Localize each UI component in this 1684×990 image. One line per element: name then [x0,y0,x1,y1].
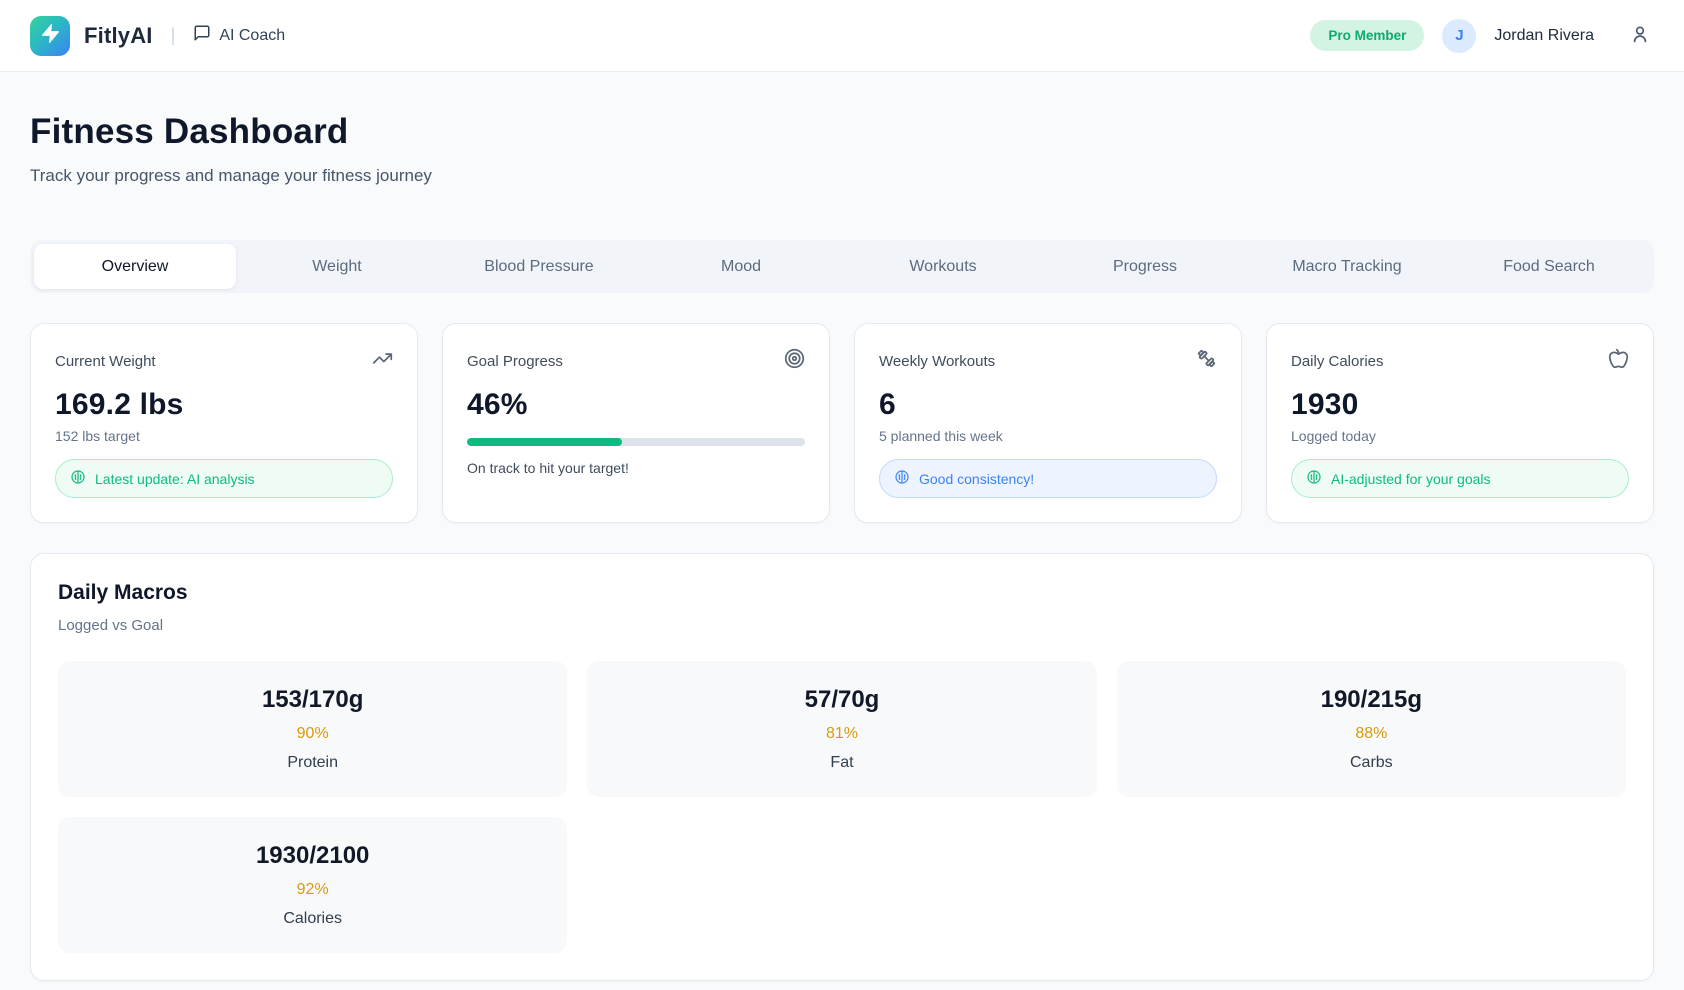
ai-coach-link[interactable]: AI Coach [193,24,285,47]
macro-value: 153/170g [261,686,364,713]
tab-blood-pressure[interactable]: Blood Pressure [438,244,640,289]
brain-icon [70,469,86,488]
ai-badge-text: AI-adjusted for your goals [1331,470,1491,487]
page-subtitle: Track your progress and manage your fitn… [30,166,432,185]
macro-percent: 81% [825,725,858,742]
stat-label: Goal Progress [467,352,563,370]
chat-bubble-icon [193,24,211,47]
user-menu-button[interactable] [1626,20,1654,51]
brain-icon [1306,469,1322,488]
macro-value: 1930/2100 [255,842,370,869]
ai-coach-label: AI Coach [219,26,286,44]
main-content: Fitness Dashboard Track your progress an… [0,112,1684,981]
brain-icon [894,469,910,488]
macro-label: Fat [830,754,854,771]
tab-mood[interactable]: Mood [640,244,842,289]
apple-icon [1608,348,1629,374]
app-header: FitlyAI | AI Coach Pro Member J Jordan R… [0,0,1684,72]
macros-subtitle: Logged vs Goal [58,617,164,634]
macro-card-protein: 153/170g 90% Protein [58,661,568,797]
target-icon [784,348,805,374]
header-brand-group: FitlyAI | AI Coach [30,15,285,56]
goal-progress-fill [467,438,623,446]
current-weight-card: Current Weight 169.2 lbs 152 lbs target [30,323,418,523]
header-user-group: Pro Member J Jordan Rivera [1310,18,1654,53]
stat-label: Current Weight [55,352,156,370]
goal-progress-card: Goal Progress 46% On track to hit your t… [442,323,830,523]
weekly-workouts-card: Weekly Workouts 6 5 planned this week [854,323,1242,523]
daily-calories-card: Daily Calories 1930 Logged today [1266,323,1654,523]
macro-value: 57/70g [804,686,880,713]
tab-overview[interactable]: Overview [34,244,236,289]
stat-subtext: 5 planned this week [879,428,1003,444]
stat-value: 169.2 lbs [55,388,184,421]
progress-note: On track to hit your target! [467,460,629,476]
macro-value: 190/215g [1320,686,1423,713]
macro-card-fat: 57/70g 81% Fat [587,661,1097,797]
stat-value: 6 [879,388,896,421]
ai-badge-text: Good consistency! [919,470,1035,487]
macro-percent: 92% [296,881,329,898]
ai-insight-badge: AI-adjusted for your goals [1291,459,1629,498]
ai-badge-text: Latest update: AI analysis [95,470,255,487]
tab-weight[interactable]: Weight [236,244,438,289]
stat-value: 1930 [1291,388,1359,421]
page-title: Fitness Dashboard [30,112,349,151]
stat-subtext: 152 lbs target [55,428,140,444]
user-name: Jordan Rivera [1494,26,1594,44]
tab-workouts[interactable]: Workouts [842,244,1044,289]
macro-card-calories: 1930/2100 92% Calories [58,817,568,953]
stats-grid: Current Weight 169.2 lbs 152 lbs target [30,323,1654,523]
pro-member-badge: Pro Member [1310,20,1425,51]
macro-card-carbs: 190/215g 88% Carbs [1116,661,1626,797]
stat-value: 46% [467,388,528,421]
macro-percent: 88% [1355,725,1388,742]
header-divider: | [170,25,176,45]
dashboard-tabs: Overview Weight Blood Pressure Mood Work… [30,240,1654,293]
macro-label: Calories [283,910,342,927]
dumbbell-icon [1196,348,1217,374]
stat-subtext: Logged today [1291,428,1376,444]
macro-label: Carbs [1349,754,1393,771]
zap-icon [40,23,61,49]
ai-insight-badge: Good consistency! [879,459,1217,498]
tab-food-search[interactable]: Food Search [1448,244,1650,289]
brand-name: FitlyAI [84,22,153,48]
stat-label: Weekly Workouts [879,352,996,370]
user-icon [1630,24,1650,47]
macro-percent: 90% [296,725,329,742]
macros-grid: 153/170g 90% Protein 57/70g 81% Fat 190/… [58,661,1626,953]
trending-up-icon [372,348,393,374]
goal-progress-bar [467,438,805,446]
daily-macros-panel: Daily Macros Logged vs Goal 153/170g 90%… [30,553,1654,981]
tab-macro-tracking[interactable]: Macro Tracking [1246,244,1448,289]
macros-title: Daily Macros [58,581,188,604]
macro-label: Protein [287,754,339,771]
stat-label: Daily Calories [1291,352,1384,370]
tab-progress[interactable]: Progress [1044,244,1246,289]
ai-insight-badge: Latest update: AI analysis [55,459,393,498]
avatar: J [1442,18,1477,53]
app-logo [30,15,70,56]
